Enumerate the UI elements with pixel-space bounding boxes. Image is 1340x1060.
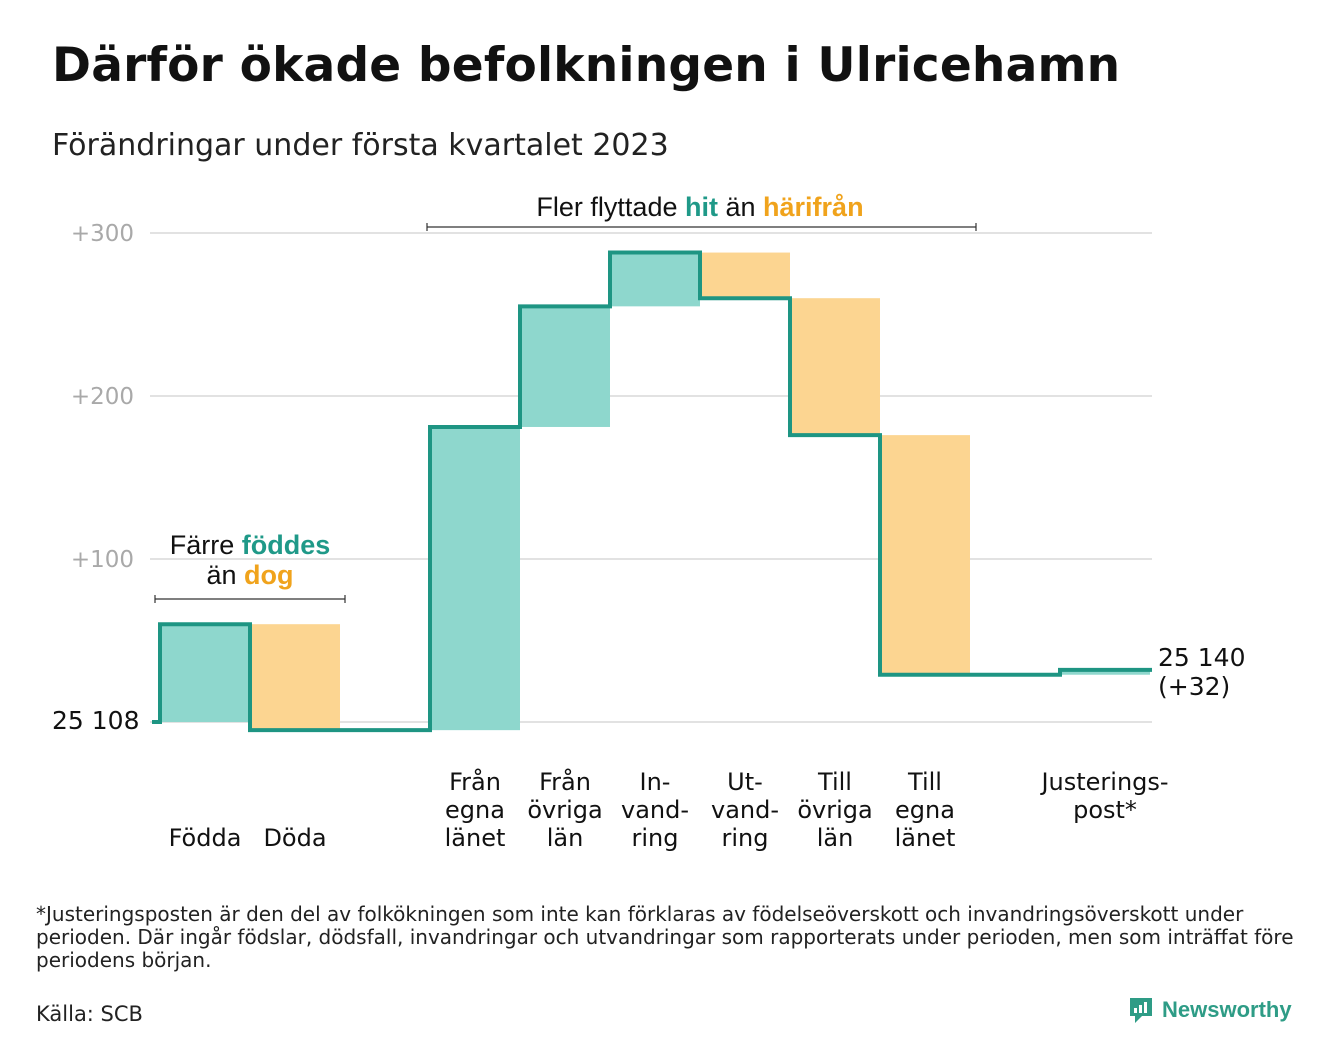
source-label: Källa: SCB (36, 1002, 143, 1026)
x-category-label: övriga (527, 796, 602, 824)
waterfall-bar (880, 435, 970, 675)
annotation-births-line1: Färre föddes (170, 530, 331, 560)
waterfall-chart: +300+200+100 Födda DödaFrånegnalänetFrånö… (52, 192, 1245, 852)
x-category-label: länet (895, 824, 956, 852)
line-layer (152, 250, 1152, 733)
end-change-label: (+32) (1158, 672, 1230, 701)
brand-name: Newsworthy (1162, 997, 1292, 1022)
footnote: *Justeringsposten är den del av folkökni… (36, 902, 1294, 972)
brand-logo: Newsworthy (1128, 996, 1292, 1024)
x-category-label: Till (907, 768, 942, 796)
x-category-label: Till (817, 768, 852, 796)
bar-layer (160, 252, 1150, 731)
annotation-migration-text: Fler flyttade hit än härifrån (536, 192, 863, 222)
waterfall-bar (250, 624, 340, 731)
cumulative-step-line (152, 250, 1152, 733)
annotation-migration-bracket (426, 223, 977, 231)
x-category-label: Ut- (727, 768, 763, 796)
newsworthy-logo-icon (1130, 998, 1152, 1023)
waterfall-bar (160, 624, 250, 722)
start-value-label: 25 108 (52, 706, 139, 735)
x-category-label: Döda (263, 824, 326, 852)
x-category-label: övriga (797, 796, 872, 824)
x-category-label: Födda (169, 824, 242, 852)
x-category-label: ring (632, 824, 679, 852)
x-category-label: Justerings- (1039, 768, 1168, 796)
x-category-label: län (547, 824, 584, 852)
waterfall-bar (610, 252, 700, 307)
waterfall-bar (430, 426, 520, 731)
y-tick-label: +300 (71, 221, 134, 247)
x-category-label: egna (895, 796, 955, 824)
waterfall-bar (790, 298, 880, 436)
end-value-label: 25 140 (1158, 643, 1245, 672)
page-subtitle: Förändringar under första kvartalet 2023 (52, 128, 669, 163)
x-category-label: vand- (621, 796, 689, 824)
x-category-label: post* (1073, 796, 1137, 824)
x-category-label: länet (445, 824, 506, 852)
migration-annotation: Fler flyttade hit än härifrån (426, 192, 977, 231)
annotation-births-line2: än dog (206, 560, 293, 590)
x-category-label: Från (449, 767, 501, 796)
waterfall-bar (520, 306, 610, 427)
x-category-label: In- (640, 768, 671, 796)
y-tick-label: +200 (71, 384, 134, 410)
annotation-births-bracket (154, 595, 346, 603)
x-category-label: Från (539, 767, 591, 796)
x-category-label: ring (722, 824, 769, 852)
births-deaths-annotation: Färre föddes än dog (154, 530, 346, 603)
x-category-label: län (817, 824, 854, 852)
waterfall-bar (1060, 669, 1150, 675)
x-category-label: egna (445, 796, 505, 824)
label-layer: Födda DödaFrånegnalänetFrånövrigalänIn-va… (169, 767, 1169, 852)
waterfall-bar (700, 252, 790, 299)
page-title: Därför ökade befolkningen i Ulricehamn (52, 38, 1121, 93)
y-tick-label: +100 (71, 547, 134, 573)
x-category-label: vand- (711, 796, 779, 824)
